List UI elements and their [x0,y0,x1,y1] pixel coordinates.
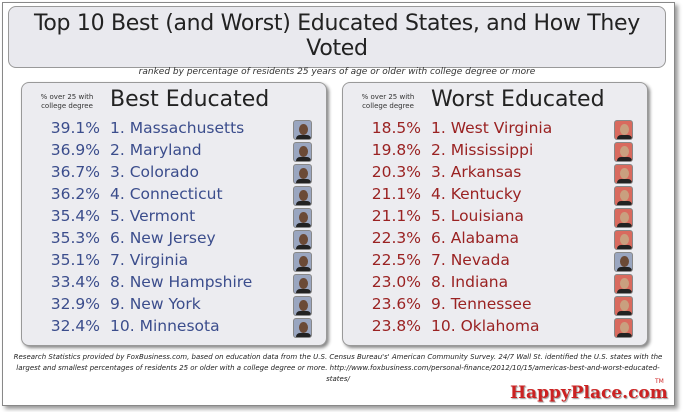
page-title: Top 10 Best (and Worst) Educated States,… [33,11,640,61]
percentage: 23.8% [371,317,421,335]
page-subtitle: ranked by percentage of residents 25 yea… [138,67,536,77]
happyplace-logo: HappyPlace.com [510,383,668,403]
percentage: 36.7% [50,163,100,181]
romney-portrait-icon [614,142,633,162]
header: Top 10 Best (and Worst) Educated States,… [8,6,666,77]
state-row: 21.1% 5. Louisiana [343,207,647,229]
state-name: 9. Tennessee [431,295,532,313]
source-footnote: Research Statistics provided by FoxBusin… [13,353,663,383]
romney-portrait-icon [614,120,633,140]
percentage: 32.4% [50,317,100,335]
state-row: 39.1% 1. Massachusetts [22,119,326,141]
state-row: 36.7% 3. Colorado [22,163,326,185]
best-educated-panel: % over 25 with college degree Best Educa… [21,82,327,346]
obama-portrait-icon [293,120,312,140]
percentage: 35.3% [50,229,100,247]
column-note: % over 25 with college degree [40,93,94,110]
state-row: 35.1% 7. Virginia [22,251,326,273]
state-name: 6. Alabama [431,229,520,247]
percentage: 36.9% [50,141,100,159]
obama-portrait-icon [293,186,312,206]
state-name: 5. Vermont [110,207,196,225]
percentage: 18.5% [371,119,421,137]
worst-educated-panel: % over 25 with college degree Worst Educ… [342,82,648,346]
percentage: 22.3% [371,229,421,247]
obama-portrait-icon [614,252,633,272]
state-name: 8. Indiana [431,273,509,291]
state-name: 2. Maryland [110,141,202,159]
obama-portrait-icon [293,274,312,294]
state-row: 23.8% 10. Oklahoma [343,317,647,339]
state-row: 32.4% 10. Minnesota [22,317,326,339]
romney-portrait-icon [614,164,633,184]
state-name: 6. New Jersey [110,229,216,247]
percentage: 19.8% [371,141,421,159]
romney-portrait-icon [614,274,633,294]
state-name: 7. Virginia [110,251,189,269]
percentage: 33.4% [50,273,100,291]
state-row: 20.3% 3. Arkansas [343,163,647,185]
obama-portrait-icon [293,142,312,162]
state-name: 1. West Virginia [431,119,553,137]
romney-portrait-icon [614,208,633,228]
state-row: 32.9% 9. New York [22,295,326,317]
state-row: 35.4% 5. Vermont [22,207,326,229]
state-name: 5. Louisiana [431,207,524,225]
trademark: TM [655,378,664,385]
state-row: 36.9% 2. Maryland [22,141,326,163]
percentage: 39.1% [50,119,100,137]
romney-portrait-icon [614,296,633,316]
state-name: 4. Kentucky [431,185,522,203]
state-name: 10. Oklahoma [431,317,540,335]
state-row: 21.1% 4. Kentucky [343,185,647,207]
state-row: 33.4% 8. New Hampshire [22,273,326,295]
obama-portrait-icon [293,252,312,272]
percentage: 23.0% [371,273,421,291]
state-name: 3. Arkansas [431,163,522,181]
state-row: 36.2% 4. Connecticut [22,185,326,207]
panel-title: Best Educated [110,87,270,112]
state-row: 18.5% 1. West Virginia [343,119,647,141]
state-row: 19.8% 2. Mississippi [343,141,647,163]
percentage: 35.1% [50,251,100,269]
state-name: 9. New York [110,295,201,313]
state-name: 10. Minnesota [110,317,220,335]
state-row: 23.0% 8. Indiana [343,273,647,295]
state-row: 23.6% 9. Tennessee [343,295,647,317]
state-row: 22.5% 7. Nevada [343,251,647,273]
percentage: 20.3% [371,163,421,181]
romney-portrait-icon [614,230,633,250]
percentage: 21.1% [371,185,421,203]
obama-portrait-icon [293,296,312,316]
column-note: % over 25 with college degree [361,93,415,110]
state-name: 8. New Hampshire [110,273,253,291]
percentage: 21.1% [371,207,421,225]
state-name: 2. Mississippi [431,141,534,159]
obama-portrait-icon [293,164,312,184]
state-row: 22.3% 6. Alabama [343,229,647,251]
state-name: 3. Colorado [110,163,200,181]
percentage: 36.2% [50,185,100,203]
percentage: 32.9% [50,295,100,313]
obama-portrait-icon [293,318,312,338]
percentage: 22.5% [371,251,421,269]
state-name: 7. Nevada [431,251,510,269]
state-name: 1. Massachusetts [110,119,245,137]
panel-title: Worst Educated [431,87,605,112]
percentage: 35.4% [50,207,100,225]
state-name: 4. Connecticut [110,185,223,203]
obama-portrait-icon [293,230,312,250]
romney-portrait-icon [614,186,633,206]
romney-portrait-icon [614,318,633,338]
obama-portrait-icon [293,208,312,228]
state-row: 35.3% 6. New Jersey [22,229,326,251]
percentage: 23.6% [371,295,421,313]
